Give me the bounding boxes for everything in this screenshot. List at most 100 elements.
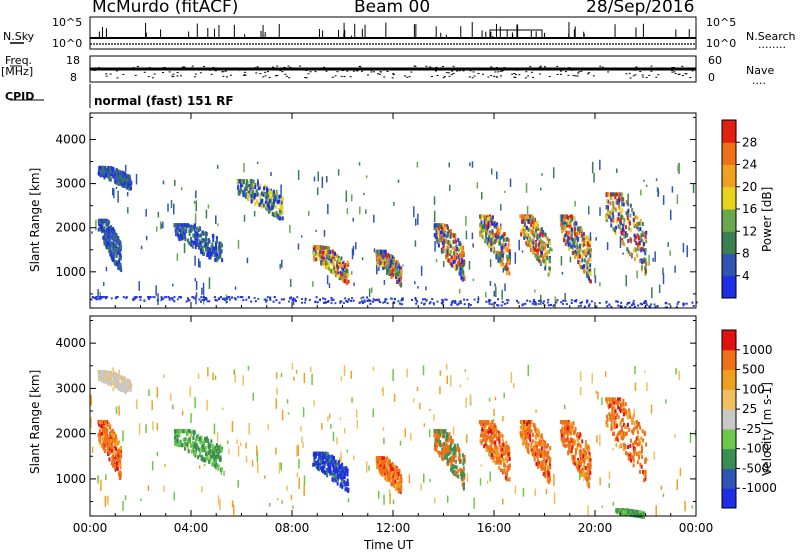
- velocity-echo-cell: [545, 488, 548, 495]
- power-echo-cell: [626, 211, 629, 216]
- power-echo-cell: [487, 225, 490, 230]
- power-echo-cell: [437, 243, 440, 248]
- power-echo-cell: [586, 270, 589, 275]
- power-echo-cell: [620, 305, 623, 308]
- velocity-echo-cell: [394, 475, 397, 480]
- velocity-echo-cell: [108, 450, 111, 455]
- power-echo-cell: [493, 290, 495, 297]
- power-echo-cell: [345, 190, 348, 202]
- power-echo-cell: [574, 237, 577, 242]
- power-echo-cell: [279, 206, 282, 211]
- power-echo-cell: [599, 282, 601, 287]
- power-echo-cell: [383, 261, 386, 266]
- power-echo-cell: [545, 242, 548, 247]
- power-echo-cell: [193, 223, 196, 228]
- velocity-echo-cell: [612, 448, 614, 451]
- power-echo-cell: [645, 302, 648, 305]
- power-echo-cell: [186, 223, 189, 228]
- power-echo-cell: [316, 187, 319, 196]
- power-echo-cell: [394, 262, 397, 267]
- power-echo-cell: [205, 209, 208, 219]
- power-echo-cell: [324, 298, 327, 301]
- velocity-echo-cell: [443, 430, 446, 435]
- power-echo-cell: [106, 219, 109, 224]
- power-echo-cell: [676, 302, 679, 305]
- power-echo-cell: [337, 271, 340, 276]
- power-echo-cell: [608, 303, 611, 306]
- velocity-echo-cell: [459, 384, 462, 388]
- power-echo-cell: [343, 279, 346, 284]
- power-echo-cell: [98, 227, 101, 232]
- velocity-echo-cell: [119, 450, 122, 455]
- power-echo-cell: [549, 246, 552, 251]
- power-echo-cell: [469, 303, 472, 306]
- velocity-echo-cell: [389, 467, 392, 472]
- power-echo-cell: [609, 212, 612, 217]
- power-echo-cell: [545, 251, 548, 256]
- velocity-echo-cell: [386, 478, 389, 483]
- power-echo-cell: [496, 304, 499, 307]
- power-echo-cell: [473, 298, 476, 301]
- power-echo-cell: [589, 272, 592, 277]
- velocity-echo-cell: [120, 454, 123, 459]
- power-echo-cell: [308, 298, 311, 301]
- power-echo-cell: [266, 202, 269, 207]
- power-echo-cell: [103, 230, 106, 235]
- velocity-echo-cell: [458, 453, 461, 458]
- power-echo-cell: [599, 207, 601, 216]
- power-echo-cell: [502, 263, 505, 268]
- power-echo-cell: [300, 235, 303, 238]
- power-echo-cell: [529, 236, 532, 241]
- power-echo-cell: [277, 215, 280, 220]
- nave-label: Nave: [746, 64, 775, 77]
- power-echo-cell: [445, 298, 448, 301]
- power-echo-cell: [268, 191, 271, 196]
- power-echo-cell: [538, 255, 541, 260]
- power-echo-cell: [270, 196, 273, 201]
- velocity-echo-cell: [187, 429, 190, 434]
- beam-title: Beam 00: [354, 0, 431, 17]
- power-echo-cell: [90, 298, 93, 301]
- power-echo-cell: [621, 227, 624, 232]
- power-echo-cell: [373, 214, 375, 223]
- velocity-echo-cell: [113, 383, 116, 388]
- power-echo-cell: [209, 255, 212, 260]
- power-echo-cell: [488, 234, 491, 239]
- power-echo-cell: [105, 221, 108, 226]
- velocity-echo-cell: [604, 371, 607, 377]
- power-echo-cell: [567, 220, 570, 225]
- power-echo-cell: [107, 227, 110, 232]
- power-echo-cell: [486, 216, 489, 221]
- power-echo-cell: [237, 184, 240, 189]
- power-echo-cell: [393, 262, 396, 267]
- power-echo-cell: [506, 302, 509, 305]
- power-echo-cell: [242, 192, 245, 197]
- power-echo-cell: [118, 179, 121, 184]
- power-echo-cell: [155, 226, 158, 232]
- velocity-echo-cell: [180, 443, 183, 448]
- power-echo-cell: [540, 241, 543, 246]
- velocity-echo-cell: [98, 420, 101, 425]
- power-echo-cell: [662, 267, 664, 275]
- velocity-echo-cell: [392, 369, 394, 382]
- power-echo-cell: [183, 234, 186, 239]
- power-echo-cell: [124, 184, 127, 189]
- power-echo-cell: [451, 300, 454, 303]
- velocity-echo-cell: [111, 428, 114, 433]
- velocity-echo-cell: [120, 446, 123, 451]
- power-bg: [90, 113, 696, 308]
- velocity-echo-cell: [216, 432, 219, 442]
- power-echo-cell: [531, 239, 534, 244]
- power-echo-cell: [499, 262, 502, 267]
- power-echo-cell: [614, 231, 617, 236]
- power-echo-cell: [644, 251, 647, 256]
- power-echo-cell: [535, 228, 538, 233]
- power-echo-cell: [378, 298, 381, 301]
- power-echo-cell: [178, 296, 181, 299]
- power-echo-cell: [397, 300, 400, 303]
- velocity-echo-cell: [679, 468, 682, 477]
- power-echo-cell: [327, 261, 330, 266]
- power-echo-cell: [402, 264, 404, 267]
- power-echo-cell: [179, 296, 182, 299]
- velocity-echo-cell: [217, 452, 220, 457]
